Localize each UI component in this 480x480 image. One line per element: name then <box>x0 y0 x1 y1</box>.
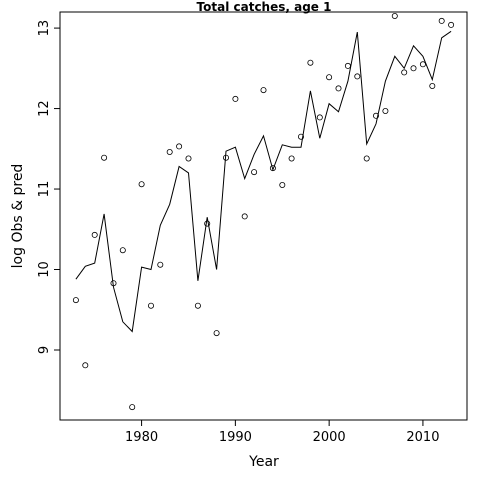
observed-point <box>91 231 98 238</box>
observed-point <box>429 83 436 90</box>
observed-point <box>82 362 89 369</box>
observed-point <box>307 59 314 66</box>
observed-point <box>316 114 323 121</box>
observed-point <box>391 12 398 19</box>
observed-point <box>176 143 183 150</box>
observed-point <box>129 404 136 411</box>
observed-point <box>157 261 164 268</box>
series-layer <box>72 12 455 411</box>
observed-point <box>344 62 351 69</box>
observed-point <box>288 155 295 162</box>
observed-point <box>297 133 304 140</box>
observed-point <box>166 148 173 155</box>
y-tick-label: 13 <box>37 20 52 37</box>
observed-point <box>335 85 342 92</box>
y-axis: 9 10 11 12 13 <box>37 20 60 354</box>
observed-point <box>241 213 248 220</box>
observed-point <box>260 87 267 94</box>
x-tick-label: 1990 <box>219 430 252 445</box>
observed-point <box>363 155 370 162</box>
observed-point <box>213 330 220 337</box>
x-axis-label: Year <box>248 454 279 470</box>
x-axis: 1980 1990 2000 2010 <box>125 420 439 445</box>
chart-title: Total catches, age 1 <box>197 0 332 14</box>
observed-point <box>138 181 145 188</box>
observed-point <box>410 65 417 72</box>
y-axis-label: log Obs & pred <box>10 164 26 269</box>
observed-point <box>448 21 455 28</box>
y-tick-label: 10 <box>37 261 52 278</box>
observed-point <box>204 220 211 227</box>
x-tick-label: 2010 <box>406 430 439 445</box>
predicted-line <box>75 30 452 333</box>
observed-point <box>147 302 154 309</box>
observed-point <box>279 181 286 188</box>
observed-point <box>251 169 258 176</box>
observed-point <box>382 108 389 115</box>
observed-point <box>354 73 361 80</box>
observed-point <box>185 155 192 162</box>
observed-point <box>119 247 126 254</box>
x-tick-label: 1980 <box>125 430 158 445</box>
observed-point <box>438 17 445 24</box>
observed-point <box>419 61 426 68</box>
y-tick-label: 9 <box>37 346 52 354</box>
observed-point <box>232 95 239 102</box>
observed-point <box>72 297 79 304</box>
y-tick-label: 11 <box>37 181 52 198</box>
observed-point <box>372 112 379 119</box>
y-tick-label: 12 <box>37 100 52 117</box>
observed-point <box>401 69 408 76</box>
observed-point <box>326 74 333 81</box>
observed-point <box>194 302 201 309</box>
x-tick-label: 2000 <box>313 430 346 445</box>
observed-point <box>101 154 108 161</box>
plot-area <box>59 11 468 421</box>
